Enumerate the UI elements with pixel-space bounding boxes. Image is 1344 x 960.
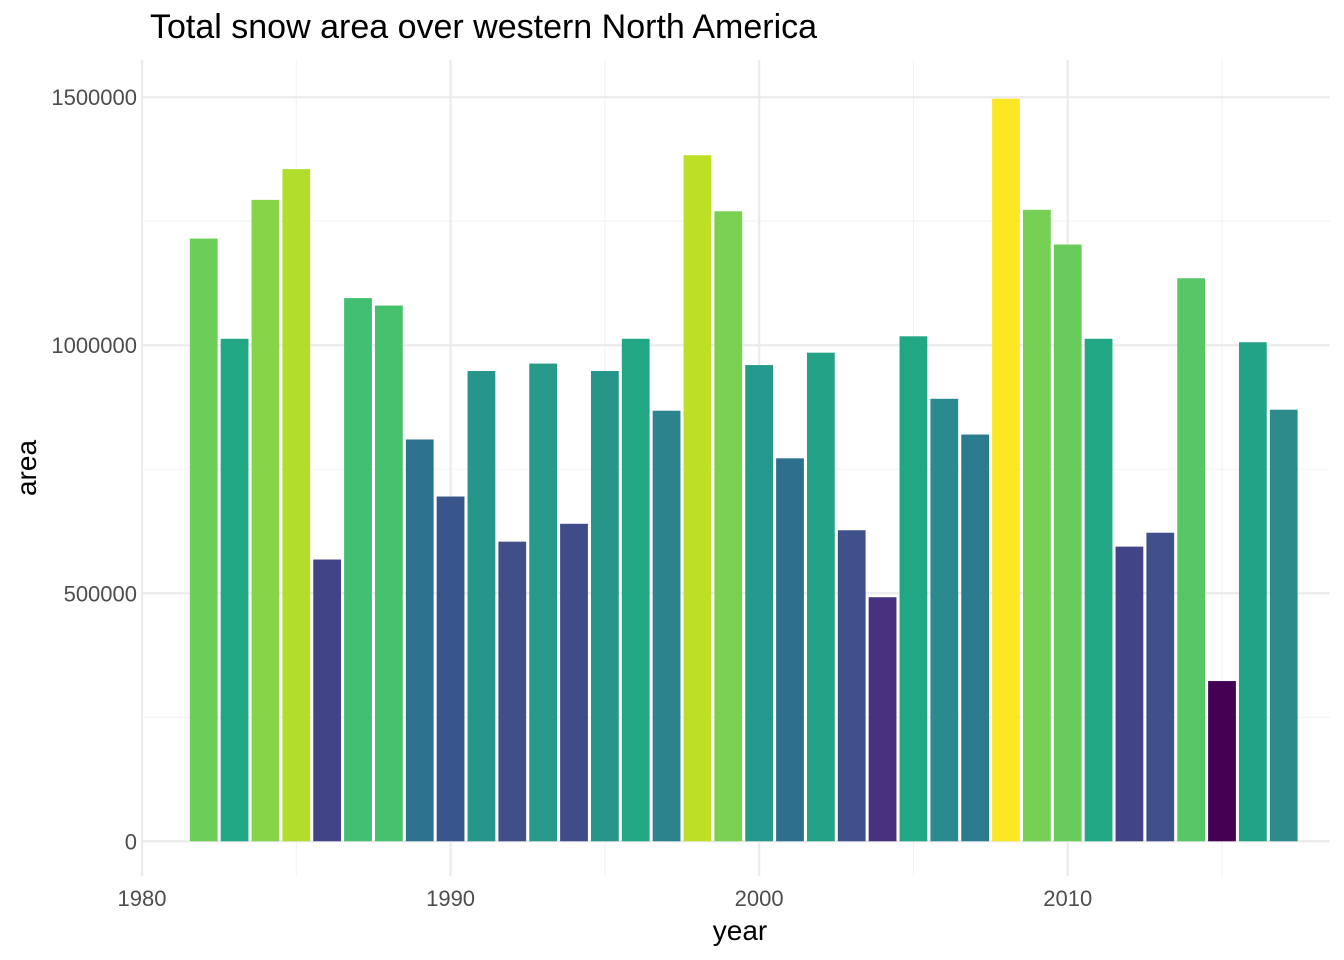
bar-1987 [344,298,372,842]
x-tick-label: 1990 [426,886,475,911]
bar-2016 [1238,342,1267,842]
bar-1986 [313,559,342,842]
bar-1996 [621,338,650,842]
x-tick-label: 1980 [118,886,167,911]
bar-2017 [1269,409,1298,842]
bar-1998 [683,155,712,842]
bar-2000 [745,365,774,842]
bar-1993 [529,363,558,842]
bar-2013 [1146,532,1175,842]
bar-1984 [251,199,280,842]
bar-1991 [467,371,496,842]
bar-1983 [220,338,249,842]
bar-1985 [282,169,311,842]
y-tick-label: 1000000 [51,333,137,358]
x-tick-label: 2010 [1043,886,1092,911]
y-tick-label: 0 [125,829,137,854]
bar-2015 [1208,681,1236,842]
y-tick-label: 1500000 [51,85,137,110]
y-axis-title: area [11,440,42,496]
bar-1992 [498,541,527,842]
x-tick-label: 2000 [735,886,784,911]
bar-1997 [652,410,681,842]
bars [189,98,1298,842]
bar-2011 [1084,338,1113,842]
bar-2005 [899,336,928,842]
bar-1990 [436,496,465,842]
bar-1988 [374,305,403,842]
chart-title: Total snow area over western North Ameri… [150,8,817,46]
y-axis-tick-labels: 0 500000 1000000 1500000 [51,85,137,854]
bar-2008 [992,98,1020,842]
y-tick-label: 500000 [64,581,137,606]
bar-2010 [1053,244,1082,842]
x-axis-title: year [713,915,767,946]
bar-2004 [868,597,897,842]
bar-2001 [776,458,804,842]
bar-2003 [837,530,866,842]
bar-2006 [930,398,959,842]
bar-2007 [961,434,990,842]
bar-1999 [714,211,743,842]
x-axis-tick-labels: 1980 1990 2000 2010 [118,886,1093,911]
bar-2009 [1022,209,1051,842]
bar-1989 [405,439,434,842]
bar-1994 [560,523,588,842]
bar-1982 [189,238,218,842]
bar-1995 [590,371,619,842]
bar-2014 [1177,278,1206,842]
bar-2002 [806,352,835,842]
bar-2012 [1115,546,1144,842]
